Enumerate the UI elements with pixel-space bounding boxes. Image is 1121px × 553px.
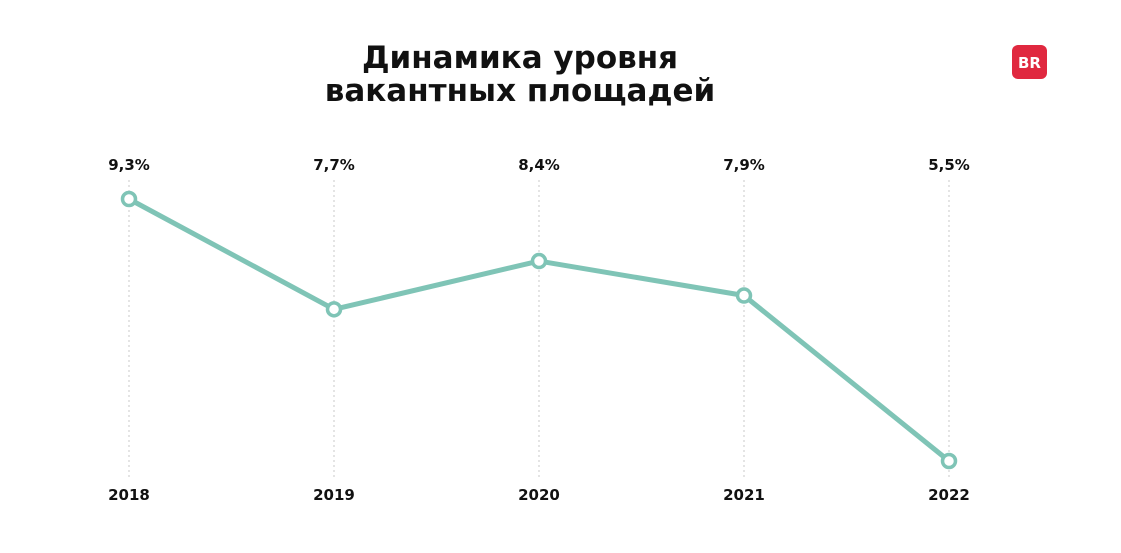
- chart-title-line-2: вакантных площадей: [325, 73, 716, 109]
- year-label-2021: 2021: [723, 486, 765, 504]
- value-labels: 9,3% 7,7% 8,4% 7,9% 5,5%: [108, 156, 970, 174]
- grid-lines: [128, 180, 950, 478]
- chart-title-line-1: Динамика уровня: [362, 40, 678, 76]
- data-point-2018: [120, 190, 138, 208]
- year-label-2019: 2019: [313, 486, 355, 504]
- value-label-2020: 8,4%: [518, 156, 560, 174]
- year-label-2022: 2022: [928, 486, 970, 504]
- value-label-2022: 5,5%: [928, 156, 970, 174]
- year-labels: 2018 2019 2020 2021 2022: [108, 486, 970, 504]
- br-logo: BR: [1012, 45, 1047, 79]
- br-logo-badge: [1012, 45, 1047, 79]
- data-points: [120, 190, 958, 470]
- value-label-2018: 9,3%: [108, 156, 150, 174]
- value-label-2019: 7,7%: [313, 156, 355, 174]
- year-label-2020: 2020: [518, 486, 560, 504]
- data-point-2021: [735, 287, 753, 304]
- br-logo-text: BR: [1018, 54, 1041, 72]
- year-label-2018: 2018: [108, 486, 150, 504]
- data-point-2020: [530, 252, 548, 270]
- value-label-2021: 7,9%: [723, 156, 765, 174]
- data-point-2019: [325, 301, 343, 318]
- data-point-2022: [940, 452, 958, 470]
